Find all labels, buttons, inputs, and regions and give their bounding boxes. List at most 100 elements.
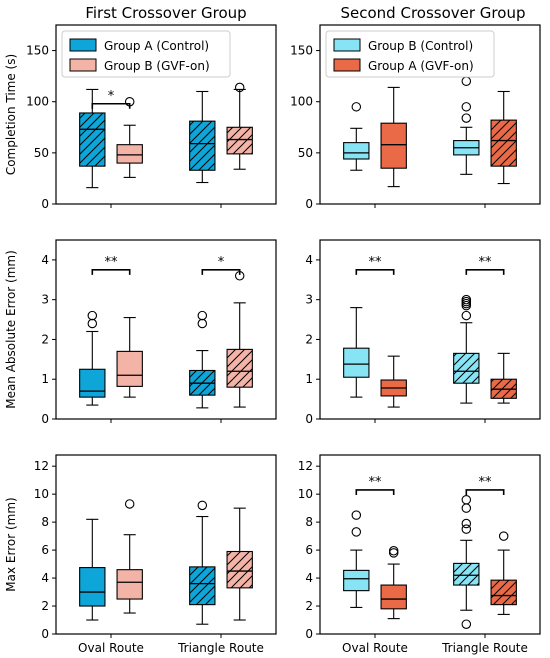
box-hatch — [491, 120, 517, 167]
axes-frame — [55, 24, 277, 205]
y-tick-label: 3 — [305, 293, 313, 307]
x-tick-label: Triangle Route — [177, 641, 264, 655]
box-body — [343, 347, 370, 378]
y-tick-label: 0 — [305, 197, 313, 211]
y-tick-label: 150 — [290, 44, 313, 58]
box-1-1 — [226, 507, 253, 621]
outlier-point — [234, 82, 245, 93]
outlier-point — [461, 494, 472, 505]
bracket-line — [355, 269, 395, 275]
outlier-point — [388, 546, 399, 556]
axes-frame — [55, 239, 277, 420]
y-tick-label: 3 — [41, 293, 49, 307]
box-hatch — [79, 112, 105, 167]
y-tick-label: 1 — [41, 372, 49, 386]
box-1-0 — [453, 494, 480, 629]
panel-r0-c0: 0 50 100 150 * Group A (Control) Group B (GVF-… — [26, 24, 277, 211]
box-0-0 — [343, 510, 370, 608]
y-tick-label: 0 — [41, 197, 49, 211]
outlier-point — [461, 102, 472, 112]
significance-label: ** — [369, 255, 383, 270]
bracket-line — [91, 102, 131, 109]
box-0-1 — [380, 86, 407, 188]
legend-label: Group A (Control) — [104, 39, 209, 53]
box-body — [116, 144, 143, 164]
box-1-1 — [490, 90, 517, 185]
box-hatch — [227, 551, 253, 588]
y-tick-label: 100 — [290, 95, 313, 109]
axes-frame — [319, 454, 541, 635]
box-body — [79, 368, 106, 398]
y-tick-label: 12 — [34, 459, 49, 473]
y-tick-label: 100 — [26, 95, 49, 109]
axes-frame — [319, 24, 541, 205]
bracket-line — [355, 489, 395, 495]
bracket-line — [465, 269, 505, 275]
box-1-0 — [189, 310, 216, 409]
outlier-point — [87, 310, 98, 321]
legend-label: Group A (GVF-on) — [368, 59, 474, 73]
outlier-point — [124, 499, 135, 509]
box-body — [343, 569, 370, 592]
outlier-point — [461, 294, 472, 305]
significance-bracket: ** — [355, 255, 395, 275]
box-1-1 — [490, 531, 517, 615]
outlier-point — [197, 310, 208, 321]
y-tick-label: 0 — [305, 412, 313, 426]
box-1-0 — [189, 500, 216, 625]
box-hatch — [227, 127, 253, 154]
box-body — [79, 567, 106, 607]
outlier-point — [461, 113, 472, 123]
outlier-point — [351, 510, 362, 520]
axes-frame — [55, 454, 277, 635]
outlier-point — [461, 518, 472, 529]
y-tick-label: 2 — [305, 599, 313, 613]
significance-bracket: * — [201, 255, 241, 275]
box-body — [116, 569, 143, 600]
y-tick-label: 50 — [34, 146, 49, 160]
y-tick-label: 2 — [41, 332, 49, 346]
outlier-point — [87, 318, 98, 329]
significance-bracket: ** — [91, 255, 131, 275]
box-0-0 — [79, 88, 106, 189]
panel-r2-c0: 0 2 4 6 8 10 12 Oval Route Triangle Route — [34, 454, 277, 655]
box-hatch — [491, 580, 517, 605]
y-tick-label: 4 — [305, 253, 313, 267]
x-tick-label: Oval Route — [342, 641, 408, 655]
legend-swatch — [69, 38, 97, 52]
box-hatch — [189, 566, 215, 605]
box-0-0 — [343, 307, 370, 398]
significance-bracket: * — [91, 89, 131, 109]
outlier-point — [461, 524, 472, 534]
significance-label: * — [218, 255, 225, 270]
box-0-1 — [116, 317, 143, 398]
y-axis-label: Mean Absolute Error (mm) — [4, 250, 18, 409]
panel-r2-c1: 0 2 4 6 8 10 12 Oval Route Triangle Route ** ** — [298, 454, 541, 655]
outlier-point — [461, 310, 472, 321]
y-tick-label: 2 — [41, 599, 49, 613]
box-hatch — [453, 563, 479, 586]
box-0-1 — [380, 355, 407, 408]
outlier-point — [461, 503, 472, 513]
y-tick-label: 0 — [41, 627, 49, 641]
column-title-second: Second Crossover Group — [341, 4, 526, 22]
significance-label: ** — [105, 255, 119, 270]
significance-bracket: ** — [465, 475, 505, 495]
panel-r1-c1: 0 1 2 3 4 ** ** — [305, 239, 541, 426]
y-tick-label: 6 — [305, 543, 313, 557]
y-tick-label: 8 — [41, 515, 49, 529]
y-tick-label: 2 — [305, 332, 313, 346]
outlier-point — [197, 318, 208, 329]
box-1-0 — [453, 294, 480, 404]
legend-frame — [61, 30, 231, 78]
significance-bracket: ** — [355, 475, 395, 495]
y-tick-label: 50 — [298, 146, 313, 160]
y-tick-label: 6 — [41, 543, 49, 557]
y-tick-label: 4 — [41, 571, 49, 585]
y-tick-label: 4 — [41, 253, 49, 267]
box-hatch — [189, 121, 215, 171]
outlier-point — [461, 76, 472, 87]
x-tick-label: Triangle Route — [441, 641, 528, 655]
legend-frame — [325, 30, 495, 78]
